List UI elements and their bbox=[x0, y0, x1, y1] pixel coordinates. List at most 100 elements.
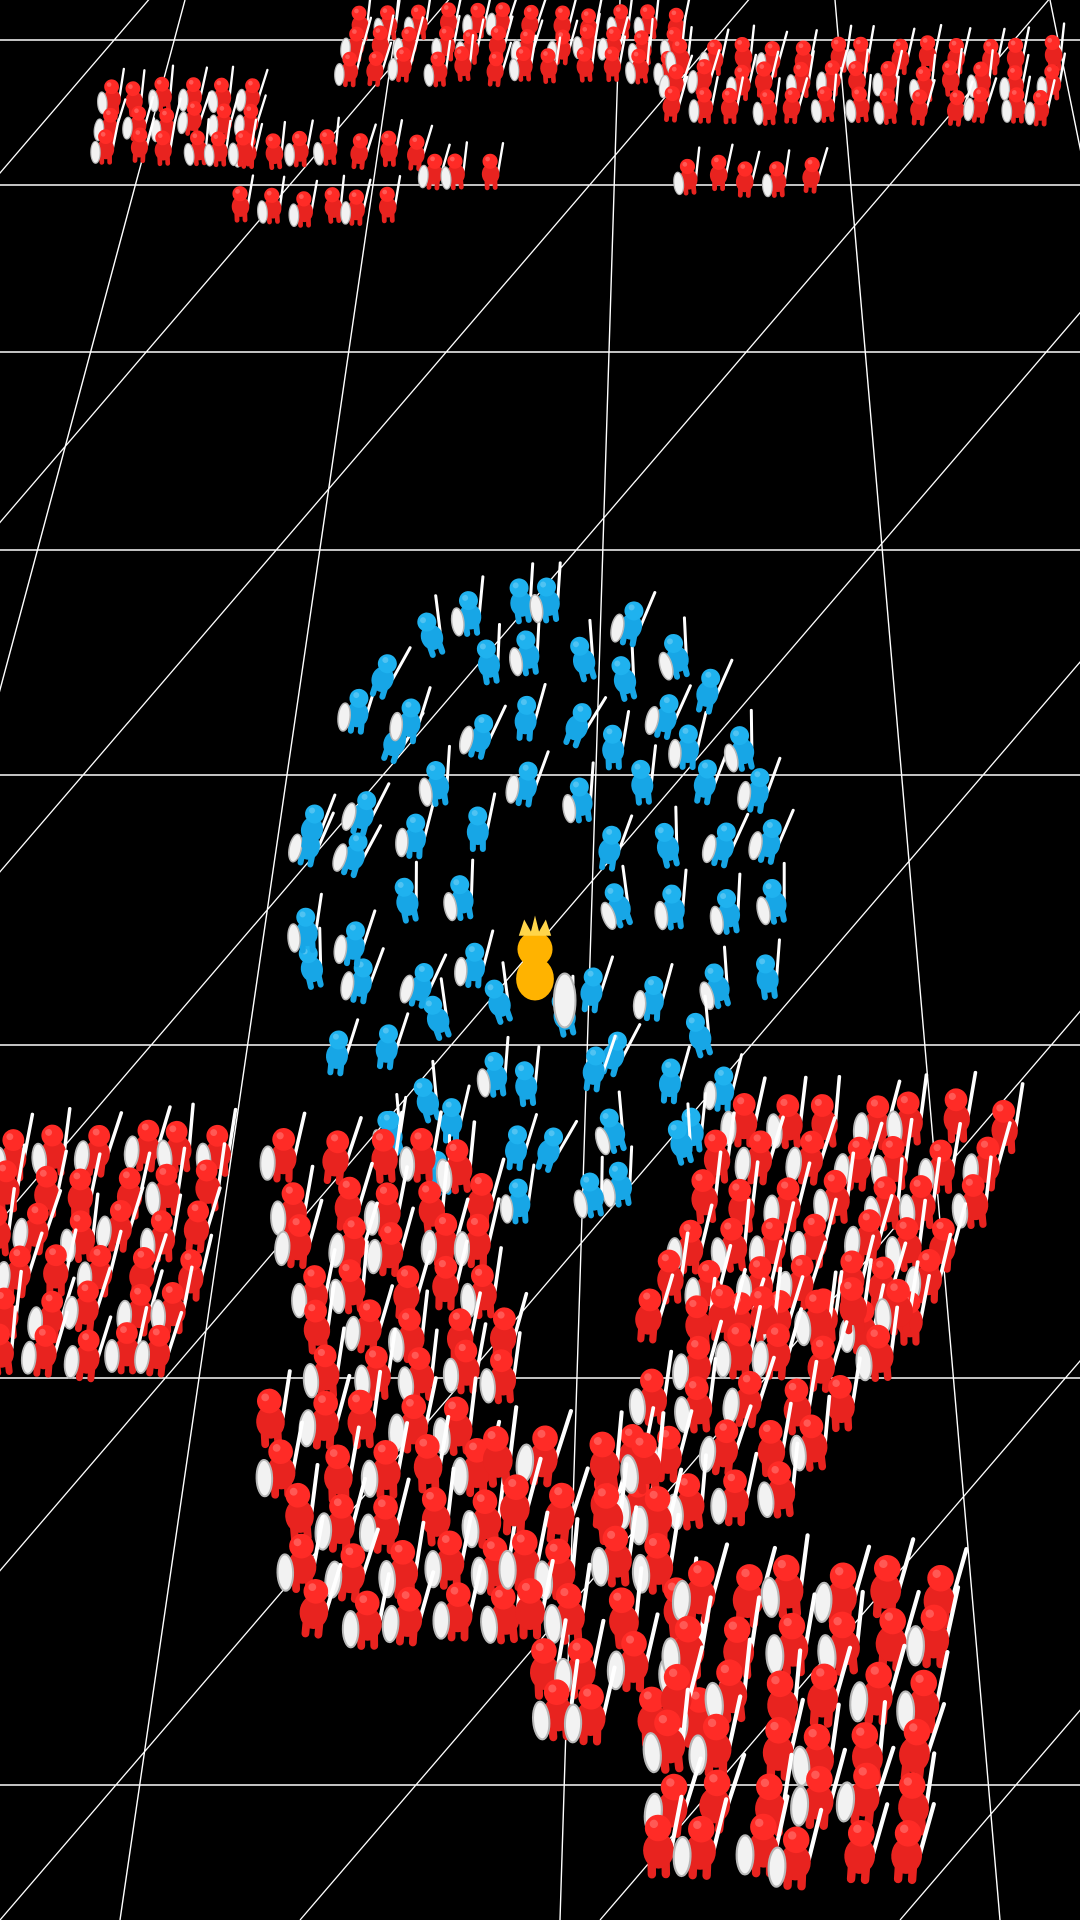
head-highlight bbox=[760, 1778, 770, 1788]
enemy-soldier bbox=[341, 1572, 391, 1650]
head-highlight bbox=[724, 90, 730, 96]
sword-icon bbox=[507, 0, 519, 25]
soldier-head bbox=[417, 612, 437, 632]
head-highlight bbox=[1010, 68, 1015, 73]
sword-icon bbox=[22, 1112, 35, 1161]
sword-icon bbox=[523, 1113, 538, 1154]
soldier-head bbox=[593, 1483, 620, 1509]
enemy-soldier bbox=[603, 35, 627, 83]
enemy-soldier bbox=[688, 75, 719, 124]
head-highlight bbox=[526, 7, 532, 13]
player-soldier bbox=[399, 953, 448, 1009]
soldier-head bbox=[340, 1543, 366, 1568]
sword-icon bbox=[323, 1248, 337, 1298]
soldier-head bbox=[235, 130, 251, 146]
soldier-head bbox=[518, 761, 538, 781]
sword-icon bbox=[668, 1794, 684, 1853]
head-highlight bbox=[719, 1423, 727, 1431]
soldier-head bbox=[811, 1335, 835, 1360]
soldier-body bbox=[154, 1178, 181, 1209]
soldier-head bbox=[214, 77, 229, 93]
grid-line-diagonal bbox=[0, 0, 750, 873]
shield-icon bbox=[134, 1340, 150, 1374]
soldier-body bbox=[910, 99, 928, 121]
head-highlight bbox=[379, 1186, 388, 1194]
enemy-soldier bbox=[363, 1165, 409, 1238]
soldier-head bbox=[426, 761, 446, 781]
soldier-head bbox=[1044, 34, 1060, 51]
player-soldier bbox=[395, 800, 436, 860]
soldier-body bbox=[721, 1484, 749, 1518]
soldier-head bbox=[604, 46, 620, 62]
sword-icon bbox=[458, 1084, 471, 1126]
sword-icon bbox=[598, 955, 614, 996]
head-highlight bbox=[767, 43, 773, 49]
soldier-head bbox=[296, 191, 312, 207]
head-highlight bbox=[669, 29, 674, 35]
sword-icon bbox=[415, 1250, 432, 1299]
head-highlight bbox=[329, 1449, 338, 1457]
soldier-head bbox=[790, 1254, 814, 1278]
head-highlight bbox=[870, 1099, 879, 1107]
soldier-body bbox=[635, 1303, 662, 1335]
shield-icon bbox=[531, 1700, 551, 1741]
sword-icon bbox=[949, 1547, 969, 1604]
soldier-head bbox=[702, 1713, 730, 1741]
player-soldier bbox=[535, 1119, 579, 1173]
sword-icon bbox=[199, 1233, 214, 1281]
head-highlight bbox=[184, 1253, 192, 1261]
soldier-body bbox=[349, 970, 372, 997]
enemy-soldier bbox=[845, 73, 872, 124]
sword-icon bbox=[431, 1110, 443, 1160]
soldier-body bbox=[603, 56, 621, 77]
soldier-head bbox=[454, 1339, 478, 1363]
sword-icon bbox=[434, 594, 443, 636]
player-soldier bbox=[509, 562, 535, 625]
head-highlight bbox=[414, 1132, 422, 1140]
shield-icon bbox=[288, 833, 303, 863]
head-highlight bbox=[759, 958, 766, 965]
soldier-head bbox=[509, 578, 529, 598]
sword-icon bbox=[1059, 22, 1066, 56]
enemy-soldier bbox=[785, 1116, 837, 1186]
sword-icon bbox=[496, 141, 505, 176]
soldier-head bbox=[659, 694, 679, 714]
sword-icon bbox=[64, 1228, 78, 1276]
enemy-soldier bbox=[423, 39, 452, 88]
head-highlight bbox=[862, 1213, 870, 1221]
head-highlight bbox=[925, 1609, 934, 1618]
shield-icon bbox=[668, 738, 682, 769]
enemy-soldier bbox=[486, 41, 513, 88]
soldier-head bbox=[281, 1182, 305, 1206]
enemy-soldier bbox=[62, 1266, 112, 1334]
soldier-body bbox=[464, 1228, 491, 1260]
soldier-head bbox=[41, 1124, 64, 1147]
sword-icon bbox=[866, 1121, 884, 1170]
soldier-head bbox=[326, 1130, 350, 1154]
soldier-body bbox=[799, 1430, 828, 1463]
sword-icon bbox=[713, 1150, 723, 1201]
soldier-head bbox=[942, 60, 958, 76]
soldier-head bbox=[879, 1607, 907, 1635]
soldier-body bbox=[266, 1455, 296, 1490]
head-highlight bbox=[707, 967, 714, 974]
shield-icon bbox=[552, 972, 577, 1029]
soldier-head bbox=[804, 157, 820, 173]
soldier-body bbox=[943, 1103, 970, 1135]
head-highlight bbox=[922, 38, 928, 43]
soldier-head bbox=[631, 48, 647, 64]
sword-icon bbox=[918, 1073, 929, 1124]
soldier-body bbox=[340, 61, 359, 82]
soldier-head bbox=[437, 1530, 463, 1556]
sword-icon bbox=[686, 1645, 705, 1703]
soldier-body bbox=[440, 1110, 463, 1137]
soldier-body bbox=[488, 35, 507, 56]
head-highlight bbox=[701, 762, 708, 769]
soldier-body bbox=[875, 1625, 907, 1662]
sword-icon bbox=[889, 1305, 900, 1358]
soldier-body bbox=[454, 55, 472, 77]
soldier-head bbox=[180, 1249, 203, 1272]
soldier-head bbox=[703, 1769, 731, 1797]
